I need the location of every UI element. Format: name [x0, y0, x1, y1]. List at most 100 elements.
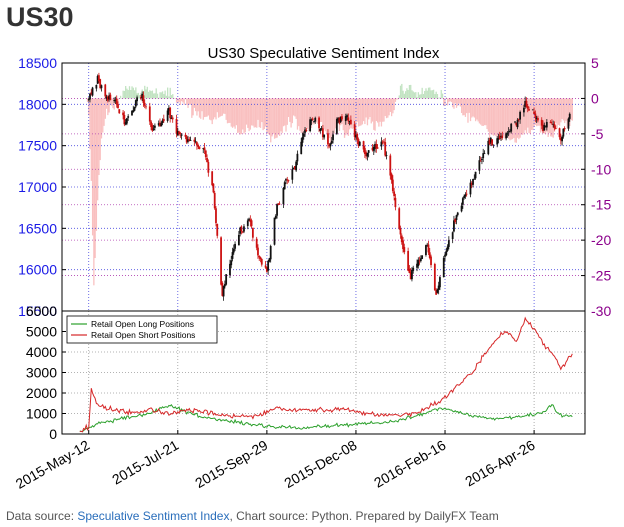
ssi-bar-negative: [109, 98, 112, 106]
candle-body: [216, 223, 219, 236]
candle-body: [492, 144, 495, 146]
ssi-bar-positive: [135, 87, 137, 99]
ssi-bar-positive: [161, 91, 164, 99]
ssi-bar-negative: [243, 98, 245, 134]
ssi-bar-negative: [490, 98, 492, 134]
ssi-bar-negative: [561, 98, 563, 119]
ssi-bar-negative: [560, 98, 562, 123]
candle-body: [337, 117, 340, 121]
candle-body: [188, 139, 191, 141]
ssi-bar-negative: [296, 98, 299, 130]
candle-body: [295, 161, 298, 171]
candle-body: [542, 124, 544, 132]
candle-body: [561, 136, 563, 142]
candle-body: [445, 250, 448, 256]
legend-short-label: Retail Open Short Positions: [91, 330, 195, 340]
ssi-bar-positive: [123, 90, 126, 99]
candle-body: [419, 258, 422, 262]
position-tick-label: 1000: [26, 406, 57, 422]
ssi-bar-negative: [196, 98, 198, 116]
date-tick-label: 2016-Feb-16: [371, 437, 449, 491]
candle-body: [265, 266, 268, 272]
candle-body: [469, 182, 472, 195]
candle-body: [346, 115, 348, 118]
candle-body: [237, 234, 240, 246]
ssi-bar-negative: [100, 98, 103, 139]
ssi-bar-negative: [555, 98, 557, 124]
ssi-bar-negative: [378, 98, 380, 127]
candle-body: [528, 109, 530, 111]
candle-body: [313, 121, 315, 123]
ssi-bar-negative: [547, 98, 549, 137]
ssi-bar-negative: [303, 98, 305, 135]
ssi-bar-positive: [126, 88, 128, 99]
ssi-link[interactable]: Speculative Sentiment Index: [77, 509, 230, 523]
candle-body: [115, 98, 118, 105]
candle-body: [240, 226, 243, 232]
ssi-bar-negative: [268, 98, 271, 136]
candle-body: [241, 231, 244, 233]
candle-body: [328, 144, 331, 147]
ssi-bar-negative: [195, 98, 197, 112]
candle-body: [89, 93, 91, 100]
candle-body: [291, 169, 294, 180]
ssi-bar-negative: [383, 98, 385, 122]
candle-body: [524, 101, 527, 107]
ssi-bar-negative: [197, 98, 199, 112]
ssi-bar-negative: [210, 98, 212, 121]
ssi-bar-negative: [497, 98, 500, 141]
ssi-bar-negative: [486, 98, 488, 130]
candle-body: [278, 203, 281, 205]
ssi-bar-negative: [553, 98, 556, 132]
ssi-bar-negative: [496, 98, 498, 138]
ssi-bar-positive: [408, 84, 411, 99]
candle-body: [133, 107, 136, 111]
candle-body: [106, 96, 109, 101]
candle-body: [338, 117, 341, 123]
candle-body: [109, 94, 112, 100]
ssi-bar-negative: [216, 98, 218, 113]
ssi-tick-label: 0: [591, 90, 599, 106]
candle-body: [274, 215, 277, 219]
ssi-bar-negative: [287, 98, 290, 118]
ssi-bar-negative: [348, 98, 351, 130]
candle-body: [470, 183, 473, 185]
position-tick-label: 0: [49, 426, 57, 442]
ssi-bar-negative: [234, 98, 236, 129]
candle-body: [202, 148, 205, 149]
ssi-bar-negative: [263, 98, 266, 130]
ssi-bar-negative: [281, 98, 283, 134]
ssi-bar-negative: [569, 98, 571, 126]
ssi-bar-negative: [270, 98, 272, 143]
candle-body: [425, 245, 427, 256]
ssi-bar-negative: [487, 98, 489, 132]
ssi-bar-negative: [460, 98, 463, 114]
ssi-bar-negative: [221, 98, 224, 116]
candle-body: [221, 282, 224, 296]
chart-title: US30 Speculative Sentiment Index: [208, 45, 440, 62]
legend-long-label: Retail Open Long Positions: [91, 319, 194, 329]
ssi-bar-negative: [105, 98, 108, 109]
ssi-bar-negative: [571, 98, 573, 121]
ssi-bar-negative: [328, 98, 330, 139]
price-tick-label: 17500: [18, 138, 57, 154]
ssi-bar-negative: [552, 98, 554, 138]
ssi-bar-negative: [108, 98, 110, 113]
ssi-bar-negative: [556, 98, 558, 129]
candle-body: [399, 228, 402, 235]
ssi-bar-positive: [119, 95, 122, 99]
ssi-bar-negative: [544, 98, 547, 135]
ssi-bar-negative: [477, 98, 479, 122]
candle-body: [329, 143, 332, 147]
ssi-bar-negative: [188, 98, 190, 105]
candle-body: [411, 269, 413, 280]
candle-body: [460, 205, 463, 212]
ssi-bar-negative: [259, 98, 262, 128]
ssi-bar-negative: [284, 98, 286, 126]
ssi-bar-negative: [499, 98, 501, 136]
ssi-bar-negative: [245, 98, 248, 125]
candle-body: [184, 134, 187, 137]
date-tick-label: 2015-Sep-29: [192, 437, 270, 491]
candle-body: [229, 263, 231, 276]
